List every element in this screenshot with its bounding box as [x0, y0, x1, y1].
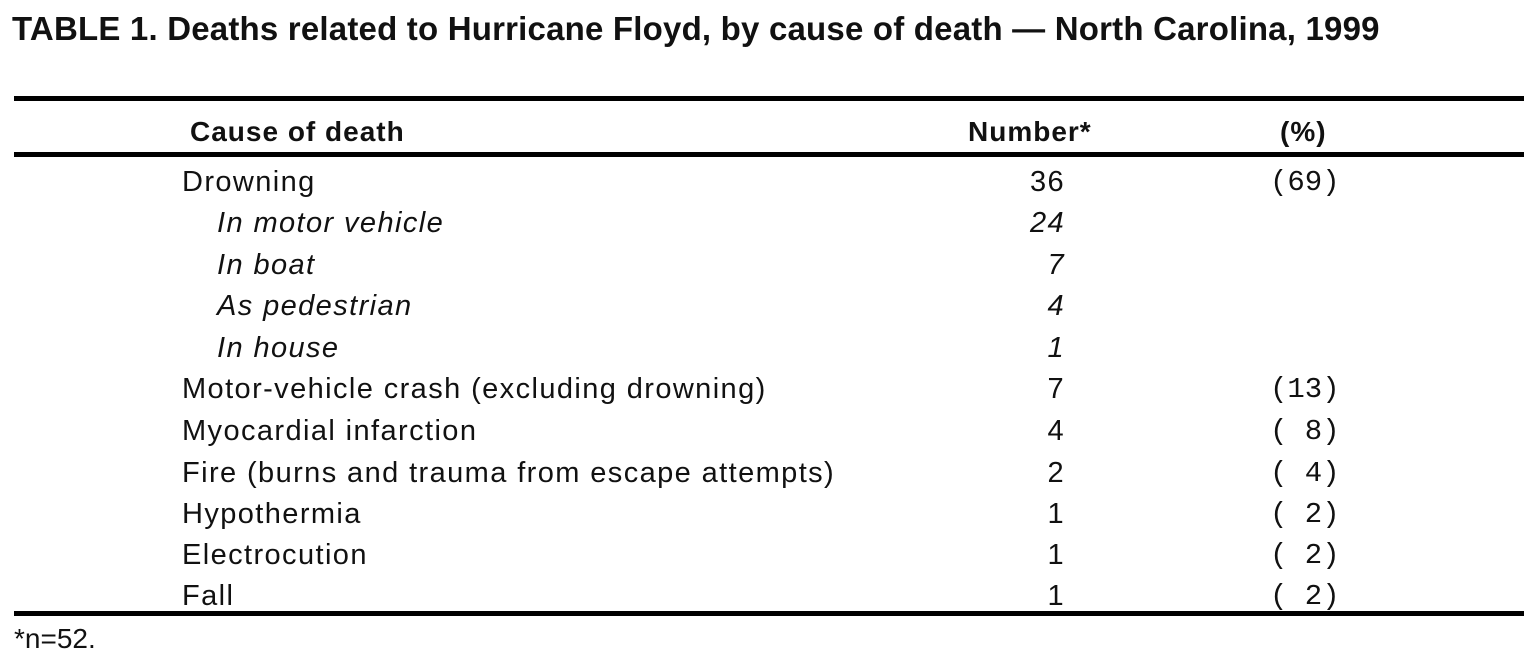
- cell-cause: In boat: [217, 249, 316, 281]
- cell-number: 4: [1047, 290, 1065, 322]
- cell-cause: Hypothermia: [182, 498, 362, 530]
- cell-cause: Fall: [182, 580, 235, 612]
- table-row: In boat 7: [0, 245, 1538, 286]
- cell-number: 2: [1047, 457, 1065, 489]
- cell-number: 1: [1047, 539, 1065, 571]
- bottom-rule: [14, 611, 1524, 616]
- table-row: In house 1: [0, 328, 1538, 369]
- header-rule: [14, 152, 1524, 157]
- header-cause: Cause of death: [190, 116, 405, 147]
- cell-percent: ( 4): [1270, 457, 1340, 490]
- table-row: Myocardial infarction 4 ( 8): [0, 411, 1538, 452]
- cell-number: 7: [1047, 373, 1065, 405]
- cell-number: 1: [1047, 498, 1065, 530]
- table-row: Fire (burns and trauma from escape attem…: [0, 453, 1538, 494]
- table-row: As pedestrian 4: [0, 286, 1538, 327]
- table-row: Fall 1 ( 2): [0, 576, 1538, 617]
- table-title: TABLE 1. Deaths related to Hurricane Flo…: [12, 10, 1380, 47]
- cell-cause: Myocardial infarction: [182, 415, 478, 447]
- table-row: Electrocution 1 ( 2): [0, 535, 1538, 576]
- cell-cause: In house: [217, 332, 340, 364]
- cell-number: 1: [1047, 332, 1065, 364]
- cell-cause: Motor-vehicle crash (excluding drowning): [182, 373, 767, 405]
- cell-percent: ( 2): [1270, 539, 1340, 572]
- cell-percent: ( 2): [1270, 498, 1340, 531]
- table-row: Motor-vehicle crash (excluding drowning)…: [0, 369, 1538, 410]
- cell-cause: Electrocution: [182, 539, 368, 571]
- table-footnote: *n=52.: [14, 623, 96, 654]
- header-number: Number*: [968, 116, 1092, 147]
- cell-number: 24: [1029, 207, 1065, 239]
- top-rule: [14, 96, 1524, 101]
- cell-cause: Fire (burns and trauma from escape attem…: [182, 457, 836, 489]
- cell-percent: ( 8): [1270, 415, 1340, 448]
- table-row: In motor vehicle 24: [0, 203, 1538, 244]
- cell-percent: (13): [1270, 373, 1340, 406]
- cell-percent: ( 2): [1270, 580, 1340, 613]
- cell-cause: Drowning: [182, 166, 316, 198]
- cell-number: 4: [1047, 415, 1065, 447]
- cell-cause: In motor vehicle: [217, 207, 445, 239]
- header-percent: (%): [1280, 116, 1327, 147]
- table-row: Drowning 36 (69): [0, 162, 1538, 203]
- cell-cause: As pedestrian: [217, 290, 413, 322]
- cell-number: 1: [1047, 580, 1065, 612]
- cell-percent: (69): [1270, 166, 1340, 199]
- cell-number: 36: [1029, 166, 1065, 198]
- cell-number: 7: [1047, 249, 1065, 281]
- table-row: Hypothermia 1 ( 2): [0, 494, 1538, 535]
